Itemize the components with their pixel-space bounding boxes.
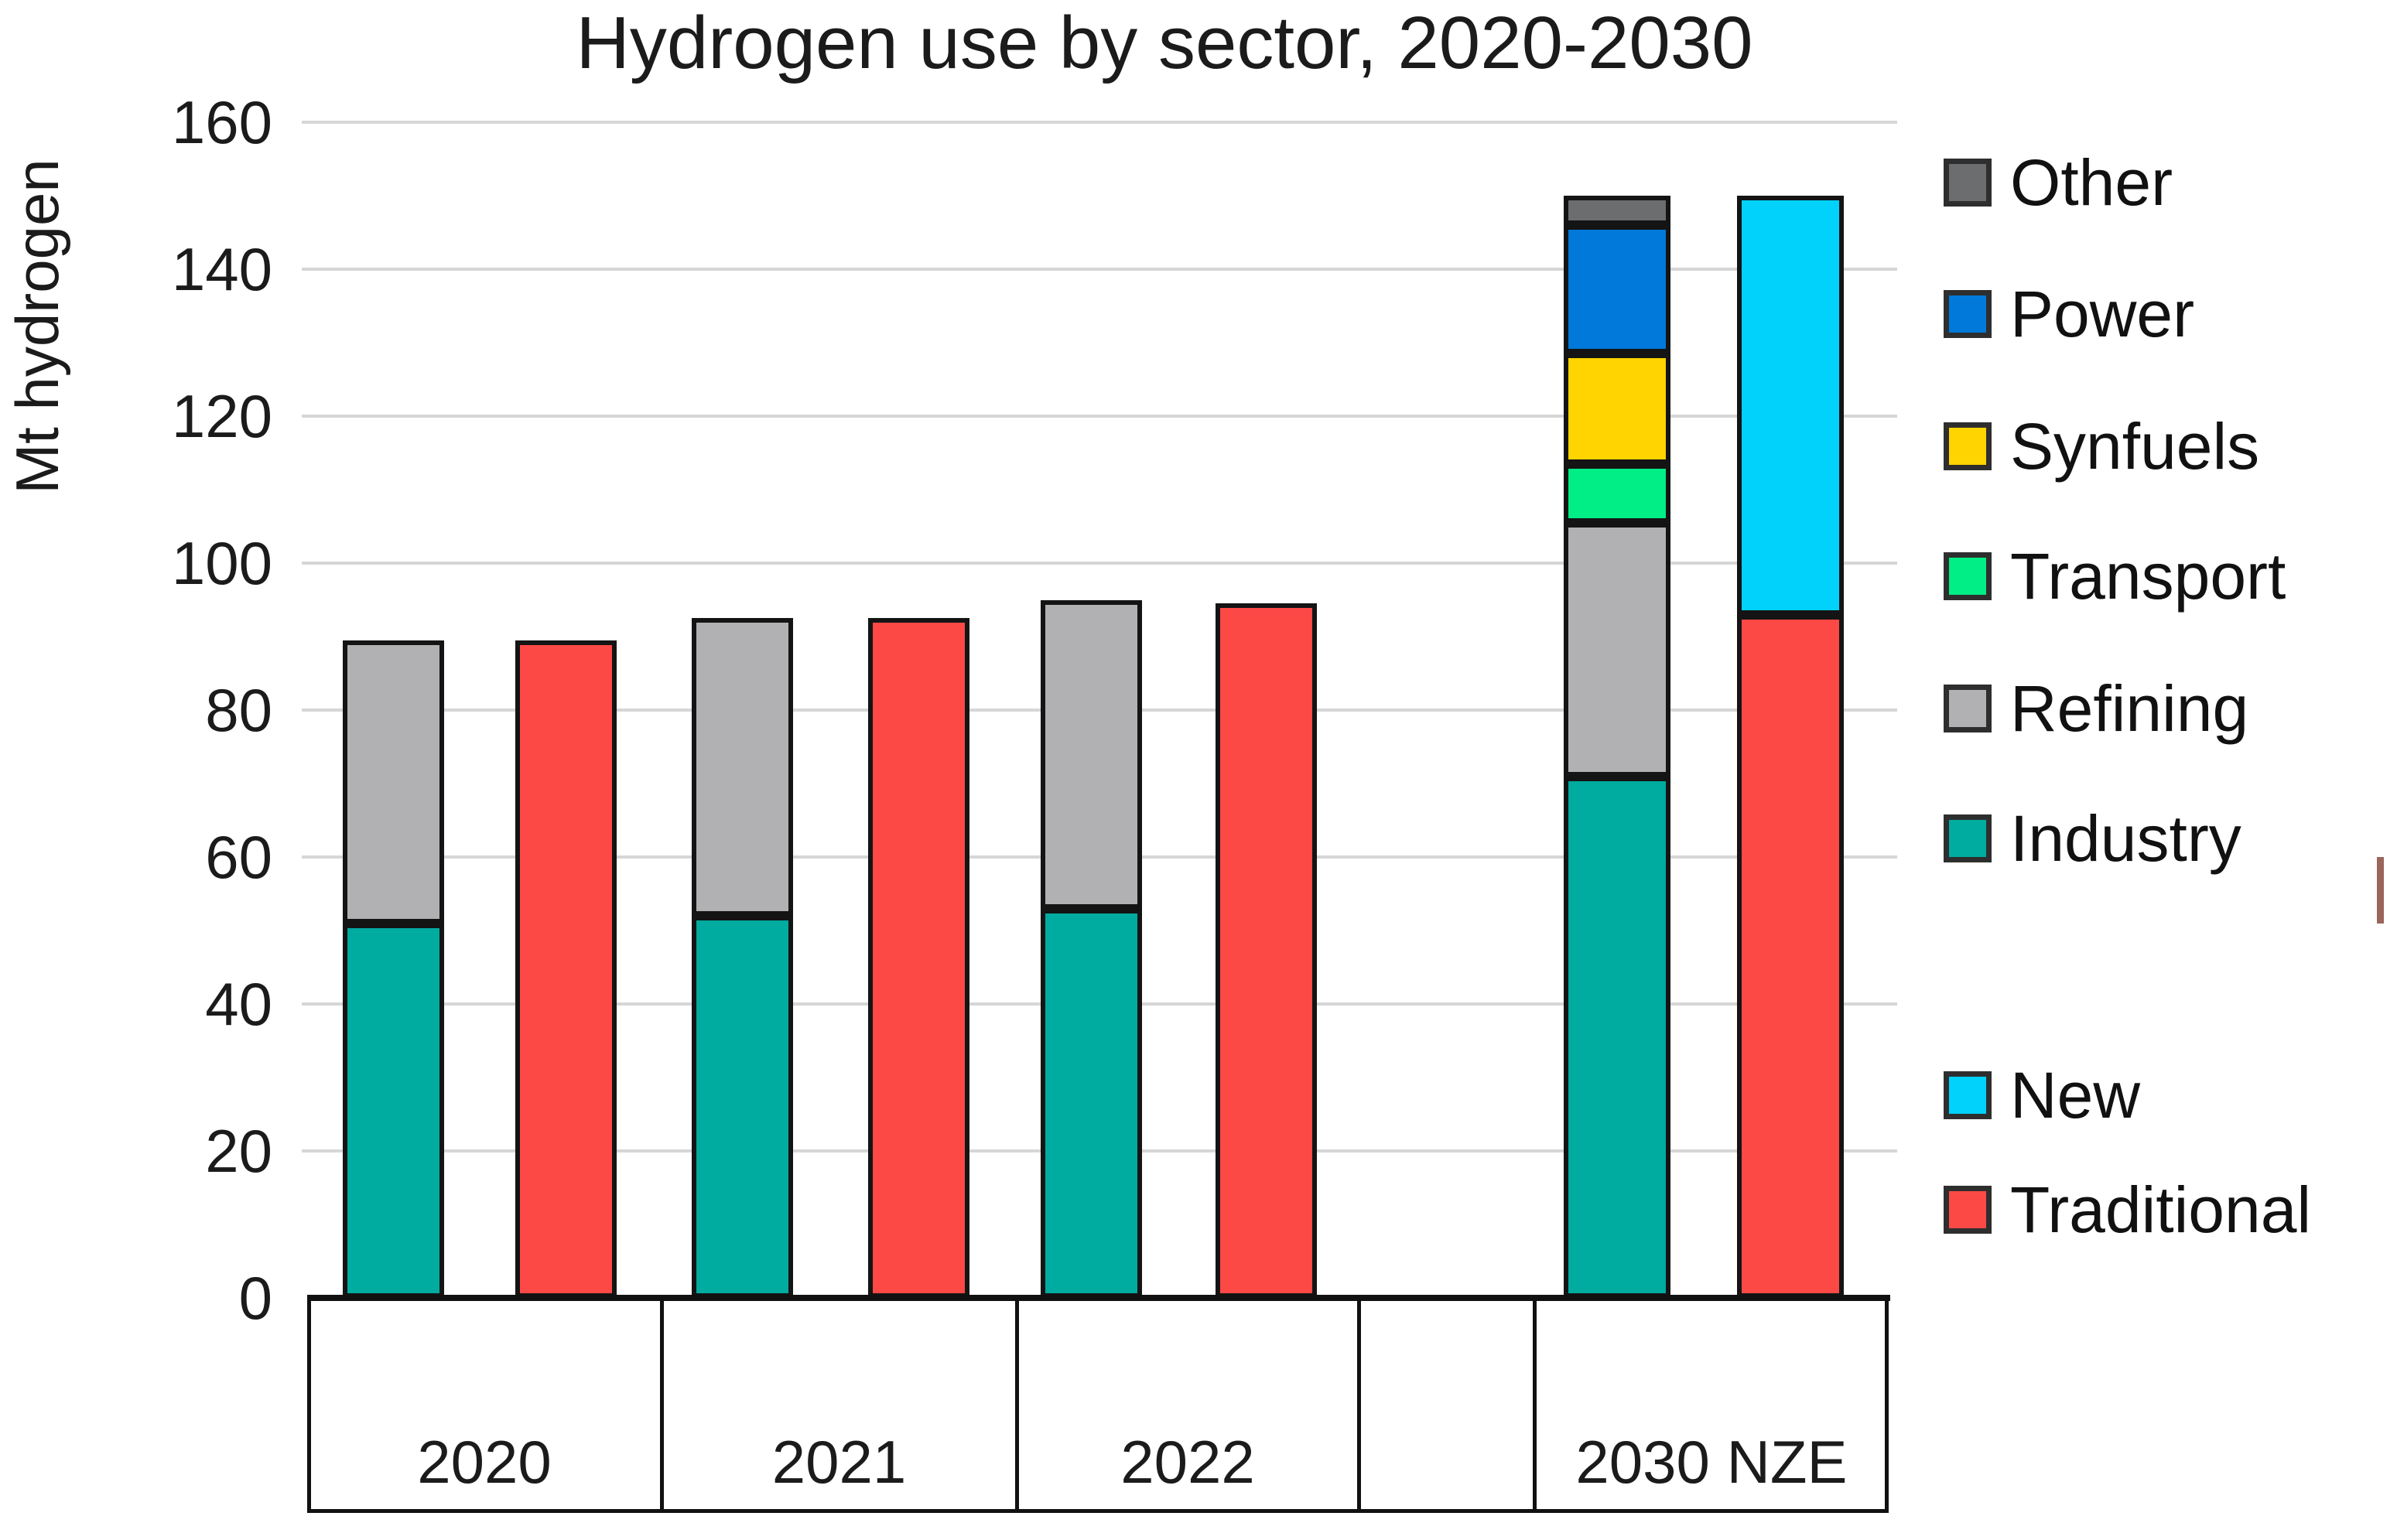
legend-item-power: Power [1944,281,2194,347]
category-box-divider-1 [660,1299,664,1513]
legend-swatch-traditional [1944,1186,1992,1234]
y-axis-label-wrap: Mt hydrogen [3,87,71,566]
category-label-2022: 2022 [1120,1428,1255,1496]
legend-item-industry: Industry [1944,805,2241,872]
legend-item-refining: Refining [1944,675,2248,742]
legend-label-traditional: Traditional [2010,1173,2312,1246]
bar-segment-industry-2021 [692,916,793,1298]
bar-segment-traditional-2020 [515,640,617,1298]
legend-item-synfuels: Synfuels [1944,413,2259,480]
category-label-2020: 2020 [417,1428,552,1496]
legend-item-traditional: Traditional [1944,1176,2311,1243]
bar-segment-new-2030-nze [1737,196,1844,615]
bar-segment-traditional-2030-nze [1737,614,1844,1298]
y-tick-label-80: 80 [205,676,272,744]
legend-label-synfuels: Synfuels [2010,410,2260,483]
gridline-140 [302,268,1897,271]
y-tick-label-120: 120 [171,382,272,450]
legend-swatch-synfuels [1944,422,1992,470]
x-axis-line [307,1295,1890,1301]
bar-segment-refining-2021 [692,618,793,916]
bar-segment-synfuels-2030-nze [1564,353,1670,464]
bar-segment-industry-2020 [343,923,444,1298]
stray-mark [2377,857,2384,924]
bar-segment-refining-2022 [1041,599,1142,909]
bar-segment-industry-2022 [1041,908,1142,1298]
category-box-outline [307,1299,1889,1513]
bar-segment-other-2030-nze [1564,196,1670,225]
category-box-divider-2 [1015,1299,1019,1513]
legend-swatch-other [1944,159,1992,207]
y-tick-label-100: 100 [171,529,272,597]
legend-item-transport: Transport [1944,543,2286,610]
gridline-160 [302,121,1897,124]
legend-label-power: Power [2010,278,2195,350]
legend-label-refining: Refining [2010,672,2249,745]
y-tick-label-20: 20 [205,1117,272,1185]
y-tick-label-160: 160 [171,88,272,156]
legend-swatch-power [1944,290,1992,338]
chart-title: Hydrogen use by sector, 2020-2030 [576,2,1753,84]
legend-label-transport: Transport [2010,540,2286,613]
legend-swatch-refining [1944,685,1992,732]
gridline-100 [302,562,1897,565]
legend-label-other: Other [2010,146,2173,219]
y-tick-label-0: 0 [238,1264,272,1332]
legend-swatch-industry [1944,814,1992,862]
bar-segment-refining-2030-nze [1564,522,1670,777]
legend-swatch-transport [1944,552,1992,600]
category-label-2021: 2021 [771,1428,907,1496]
bar-segment-transport-2030-nze [1564,463,1670,523]
legend-item-new: New [1944,1062,2140,1129]
bar-segment-power-2030-nze [1564,225,1670,354]
gridline-120 [302,415,1897,418]
legend-item-other: Other [1944,149,2173,216]
category-box-divider-3 [1357,1299,1361,1513]
legend-label-new: New [2010,1059,2141,1132]
category-box-divider-4 [1533,1299,1537,1513]
bar-segment-industry-2030-nze [1564,776,1670,1298]
legend-swatch-new [1944,1071,1992,1119]
y-tick-label-40: 40 [205,970,272,1038]
bar-segment-refining-2020 [343,640,444,924]
bar-segment-traditional-2021 [868,618,969,1298]
y-tick-label-60: 60 [205,823,272,891]
legend-label-industry: Industry [2010,802,2241,875]
y-tick-label-140: 140 [171,235,272,303]
bar-segment-traditional-2022 [1216,603,1317,1298]
category-label-2030-nze: 2030 NZE [1575,1428,1848,1496]
y-axis-label: Mt hydrogen [2,159,71,494]
